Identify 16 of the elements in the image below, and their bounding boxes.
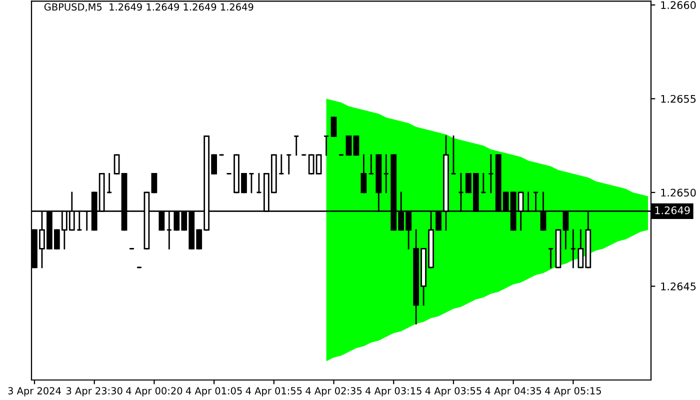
y-tick-label: 1.2645 xyxy=(661,282,696,290)
x-tick-label: 4 Apr 02:35 xyxy=(306,387,362,396)
x-tick-label: 4 Apr 04:35 xyxy=(485,387,542,396)
chart-title: GBPUSD,M5 1.2649 1.2649 1.2649 1.2649 xyxy=(44,3,254,12)
y-tick-label: 1.2655 xyxy=(661,94,696,103)
ref-line-label: 1.2649 xyxy=(655,206,690,214)
x-tick-label: 4 Apr 01:55 xyxy=(246,387,302,396)
x-tick-label: 4 Apr 01:05 xyxy=(186,387,242,396)
x-tick-label: 3 Apr 23:30 xyxy=(66,387,122,396)
x-tick-label: 3 Apr 2024 xyxy=(8,387,61,396)
x-tick-label: 4 Apr 03:55 xyxy=(425,387,482,396)
y-tick-label: 1.2660 xyxy=(661,1,696,10)
x-tick-label: 4 Apr 03:15 xyxy=(365,387,422,396)
x-tick-label: 4 Apr 00:20 xyxy=(126,387,182,396)
x-tick-label: 4 Apr 05:15 xyxy=(545,387,601,396)
y-tick-label: 1.2650 xyxy=(661,188,696,197)
